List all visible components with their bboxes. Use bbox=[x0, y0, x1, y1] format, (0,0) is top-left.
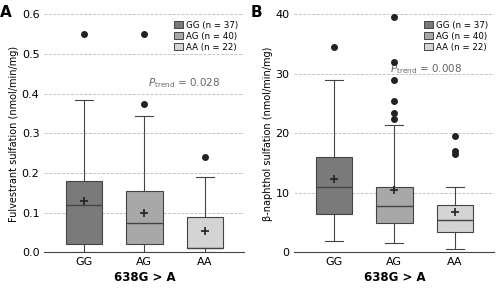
Text: B: B bbox=[250, 5, 262, 20]
Y-axis label: β-naphthol sulfation (nmol/min/mg): β-naphthol sulfation (nmol/min/mg) bbox=[262, 46, 272, 221]
PathPatch shape bbox=[126, 191, 162, 244]
Y-axis label: Fulvestrant sulfation (nmol/min/mg): Fulvestrant sulfation (nmol/min/mg) bbox=[9, 46, 19, 222]
Text: $P_\mathrm{trend}$ = 0.028: $P_\mathrm{trend}$ = 0.028 bbox=[148, 77, 220, 90]
X-axis label: 638G > A: 638G > A bbox=[364, 271, 425, 284]
X-axis label: 638G > A: 638G > A bbox=[114, 271, 175, 284]
PathPatch shape bbox=[316, 157, 352, 214]
PathPatch shape bbox=[376, 187, 412, 223]
Legend: GG (n = 37), AG (n = 40), AA (n = 22): GG (n = 37), AG (n = 40), AA (n = 22) bbox=[172, 19, 240, 54]
PathPatch shape bbox=[66, 181, 102, 244]
Text: A: A bbox=[0, 5, 12, 20]
Text: $P_\mathrm{trend}$ = 0.008: $P_\mathrm{trend}$ = 0.008 bbox=[390, 62, 462, 76]
PathPatch shape bbox=[437, 205, 473, 232]
Legend: GG (n = 37), AG (n = 40), AA (n = 22): GG (n = 37), AG (n = 40), AA (n = 22) bbox=[422, 19, 490, 54]
PathPatch shape bbox=[187, 217, 223, 249]
